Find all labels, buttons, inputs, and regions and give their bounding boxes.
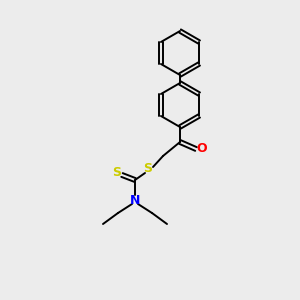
Text: S: S — [143, 163, 152, 176]
Text: O: O — [197, 142, 207, 154]
Text: N: N — [130, 194, 140, 206]
Text: S: S — [112, 167, 122, 179]
